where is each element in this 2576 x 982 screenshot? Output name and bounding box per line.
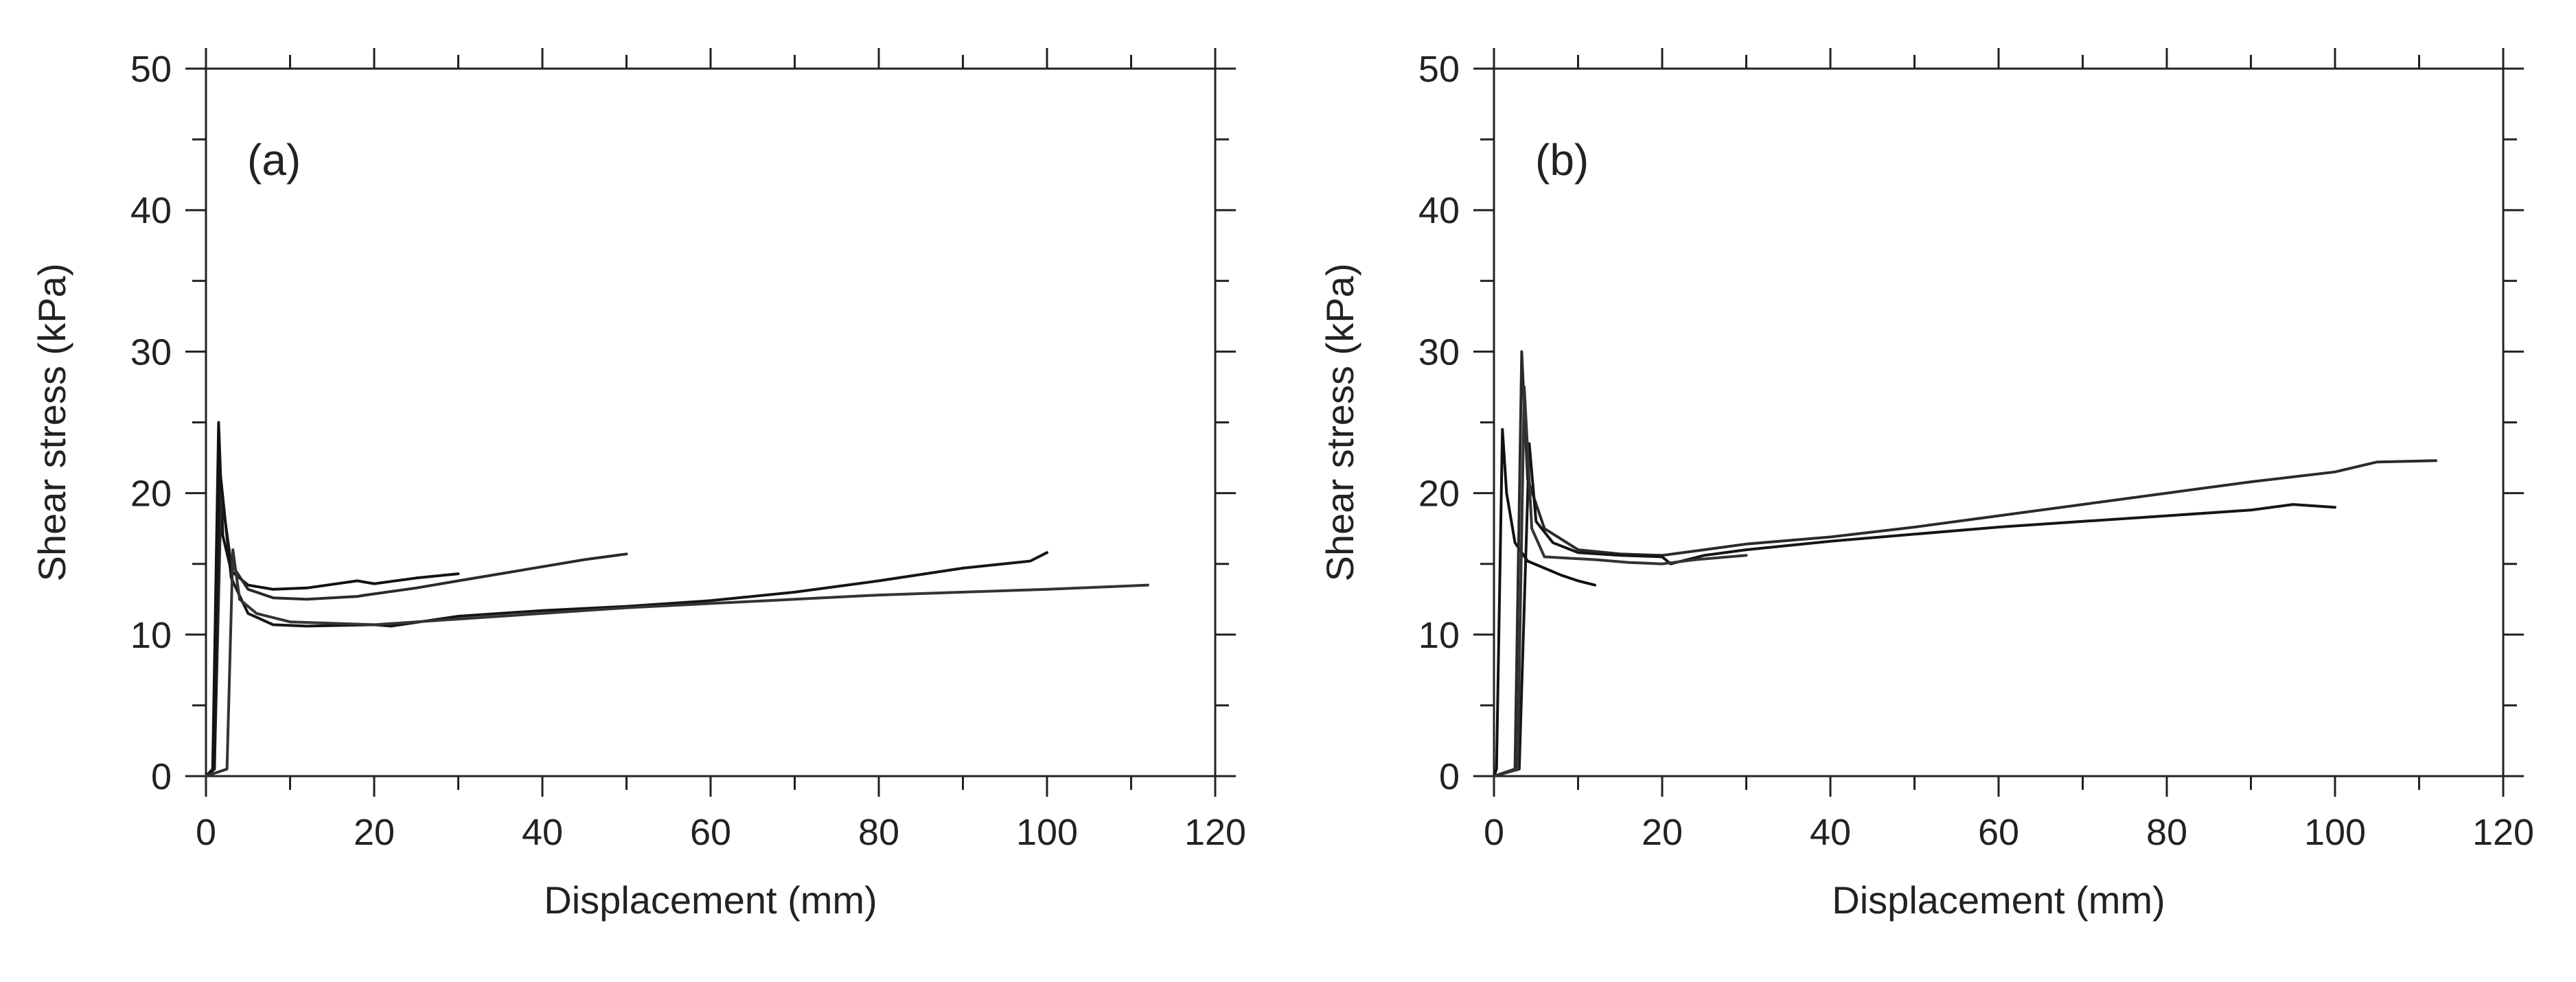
x-tick-label: 100 — [1016, 812, 1078, 853]
y-axis-title: Shear stress (kPa) — [30, 264, 73, 582]
series-line-test-1 — [1493, 428, 1596, 778]
y-axis-title: Shear stress (kPa) — [1318, 264, 1361, 582]
tick-labels-a: 0 20 40 60 80 100 120 0 10 20 30 40 50 — [130, 49, 1246, 853]
y-tick-label: 30 — [1418, 331, 1460, 373]
series-line-test-2 — [205, 491, 628, 778]
shear-stress-chart-b: 0 20 40 60 80 100 120 0 10 20 30 40 50 Displacement … — [1318, 48, 2534, 922]
series-line-test-1 — [205, 421, 460, 778]
panel-label: (b) — [1535, 135, 1589, 185]
x-axis-title: Displacement (mm) — [544, 878, 877, 922]
series-line-test-4 — [205, 548, 1149, 778]
y-tick-label: 20 — [130, 474, 172, 515]
x-tick-label: 120 — [1184, 812, 1246, 853]
plot-frame — [1493, 67, 2505, 778]
x-tick-label: 100 — [2304, 812, 2366, 853]
x-tick-label: 40 — [1810, 812, 1851, 853]
shear-stress-chart-a: 0 20 40 60 80 100 120 0 10 20 30 40 50 Displacement … — [30, 48, 1246, 922]
x-tick-label: 20 — [354, 812, 395, 853]
y-tick-label: 50 — [130, 49, 172, 90]
panel-label: (a) — [247, 135, 301, 185]
axes-b — [1493, 67, 2505, 778]
chart-panel-a: 0 20 40 60 80 100 120 0 10 20 30 40 50 Displacement … — [30, 48, 1246, 922]
chart-panel-b: 0 20 40 60 80 100 120 0 10 20 30 40 50 Displacement … — [1288, 0, 2576, 982]
series-line-test-3 — [1493, 442, 2336, 778]
ticks-a — [185, 48, 1236, 797]
x-tick-label: 60 — [1978, 812, 2019, 853]
x-tick-label: 80 — [858, 812, 899, 853]
y-tick-label: 0 — [1439, 756, 1460, 797]
x-tick-label: 0 — [196, 812, 216, 853]
series-a — [205, 421, 1149, 778]
tick-labels-b: 0 20 40 60 80 100 120 0 10 20 30 40 50 — [1418, 49, 2534, 853]
x-tick-label: 40 — [522, 812, 563, 853]
y-tick-label: 20 — [1418, 474, 1460, 515]
series-b — [1493, 350, 2437, 778]
y-tick-label: 0 — [151, 756, 172, 797]
axes-a — [205, 67, 1217, 778]
x-tick-label: 60 — [690, 812, 731, 853]
plot-frame — [205, 67, 1217, 778]
y-tick-label: 40 — [130, 190, 172, 231]
ticks-b — [1473, 48, 2524, 797]
x-tick-label: 20 — [1642, 812, 1683, 853]
y-tick-label: 40 — [1418, 190, 1460, 231]
x-axis-title: Displacement (mm) — [1832, 878, 2165, 922]
y-tick-label: 10 — [130, 615, 172, 656]
series-line-test-4 — [1493, 385, 1748, 778]
y-tick-label: 50 — [1418, 49, 1460, 90]
series-line-test-3 — [205, 463, 1048, 778]
y-tick-label: 30 — [130, 331, 172, 373]
y-tick-label: 10 — [1418, 615, 1460, 656]
x-tick-label: 120 — [2472, 812, 2534, 853]
x-tick-label: 0 — [1484, 812, 1504, 853]
x-tick-label: 80 — [2146, 812, 2187, 853]
